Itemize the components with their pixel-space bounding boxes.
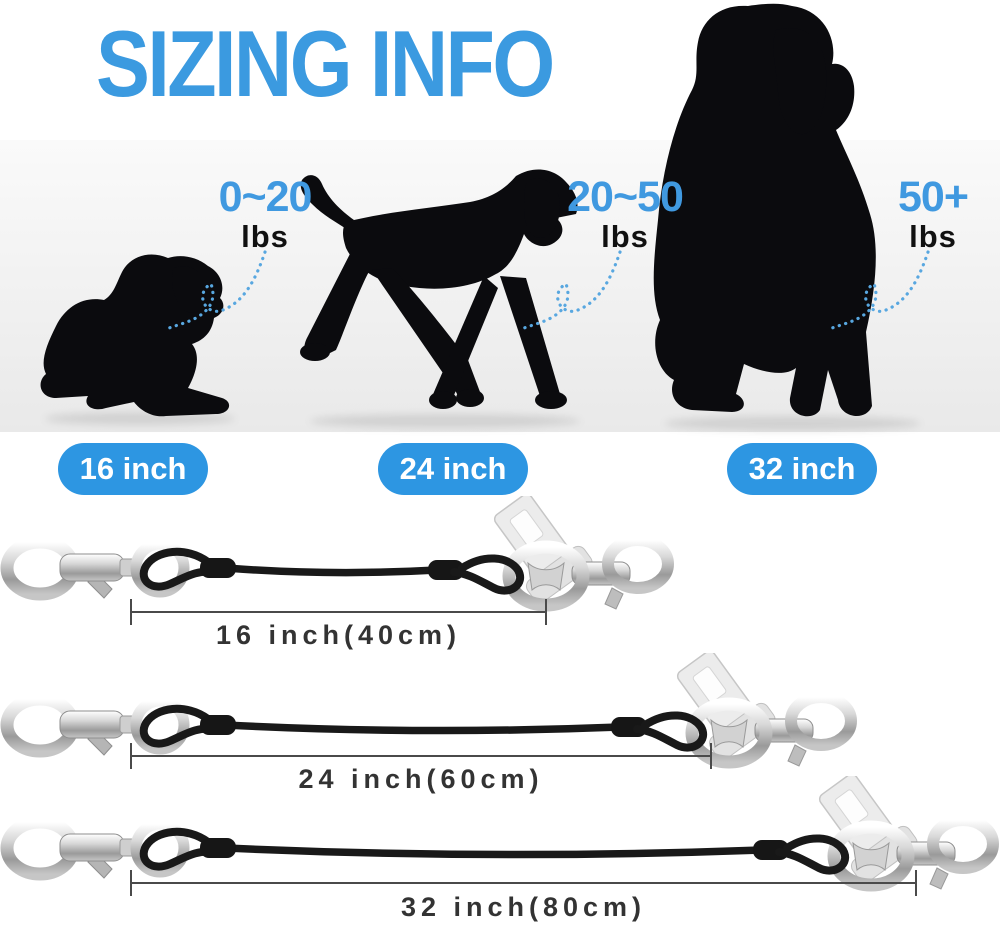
dimension-label-24: 24 inch(60cm) (298, 764, 544, 794)
size-badge-24-inch: 24 inch (378, 443, 528, 495)
dimension-line-32 (130, 882, 917, 884)
weight-range-medium: 20~50 (567, 173, 684, 221)
shadow-medium-dog (310, 414, 580, 428)
swirl-arrow-large (830, 250, 930, 330)
weight-unit-small: lbs (241, 219, 289, 254)
swirl-arrow-medium (522, 250, 622, 330)
weight-label-medium: 20~50 lbs (550, 173, 700, 254)
cable-24-inch (0, 653, 858, 793)
dog-small-silhouette (40, 254, 230, 417)
swirl-arrow-small (167, 250, 267, 330)
cable-16-inch (0, 496, 675, 636)
size-badge-16-inch: 16 inch (58, 443, 208, 495)
dog-medium-silhouette (300, 169, 578, 409)
cable-32-inch (0, 776, 1000, 916)
dimension-line-24 (130, 755, 712, 757)
dog-large-silhouette (653, 3, 876, 417)
weight-range-large: 50+ (898, 173, 969, 221)
shadow-small-dog (45, 412, 235, 425)
dimension-label-16: 16 inch(40cm) (215, 620, 462, 650)
weight-unit-large: lbs (909, 219, 957, 254)
dimension-label-32: 32 inch(80cm) (400, 892, 647, 922)
size-badge-32-inch: 32 inch (727, 443, 877, 495)
weight-range-small: 0~20 (218, 173, 313, 221)
weight-label-small: 0~20 lbs (190, 173, 340, 254)
dimension-line-16 (130, 611, 547, 613)
page-title: SIZING INFO (96, 11, 555, 116)
shadow-large-dog (665, 416, 920, 431)
weight-label-large: 50+ lbs (858, 173, 1000, 254)
weight-unit-medium: lbs (601, 219, 649, 254)
